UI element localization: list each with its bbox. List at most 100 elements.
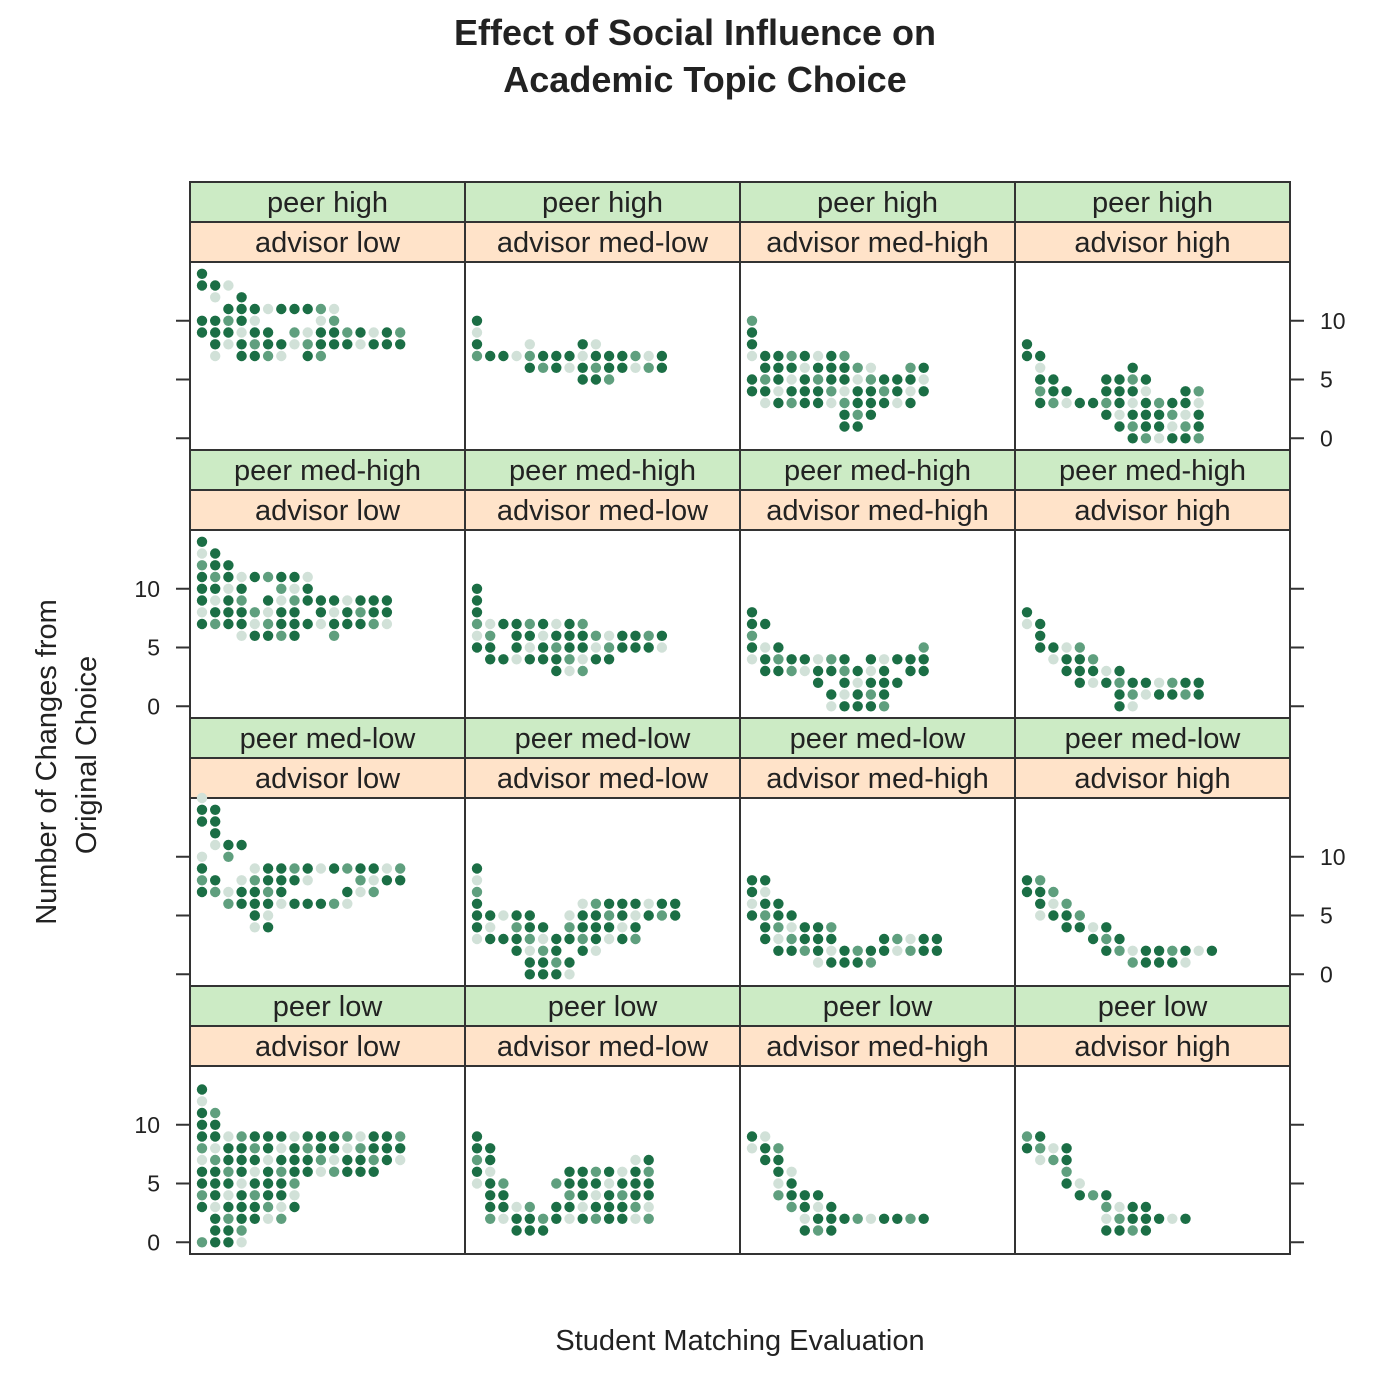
strip-peer-peer-med-low-advisor-high: [1014, 717, 1291, 759]
data-point: [276, 571, 287, 583]
panel-frame-peer-med-high-advisor-med-high: [739, 529, 1016, 719]
data-point: [249, 910, 260, 921]
strip-advisor-label-peer-high-advisor-high: advisor high: [1074, 227, 1230, 259]
data-point: [577, 654, 588, 665]
data-point: [196, 618, 208, 630]
data-point: [236, 315, 247, 326]
data-point: [210, 292, 221, 303]
data-point: [196, 1166, 208, 1178]
data-point: [1048, 374, 1059, 385]
data-point: [524, 922, 535, 933]
data-point: [799, 1213, 810, 1225]
data-point: [471, 1131, 483, 1142]
data-point: [262, 875, 274, 886]
data-point: [760, 1154, 771, 1166]
data-point: [852, 362, 863, 373]
data-point: [812, 957, 824, 968]
strip-peer-peer-low-advisor-high: [1014, 985, 1291, 1027]
data-point: [262, 1190, 274, 1201]
data-point: [564, 618, 575, 630]
data-point: [760, 654, 771, 665]
data-point: [865, 665, 877, 677]
data-point: [564, 1166, 575, 1178]
data-point: [617, 642, 628, 653]
data-point: [852, 1213, 863, 1225]
strip-advisor-peer-med-low-advisor-low: [189, 757, 466, 799]
data-point: [471, 933, 483, 945]
data-point: [236, 839, 247, 851]
data-point: [223, 839, 234, 851]
data-point: [1193, 689, 1204, 700]
data-point: [342, 327, 353, 338]
data-point: [590, 339, 602, 350]
data-point: [1021, 339, 1033, 350]
data-point: [328, 339, 340, 350]
data-point: [485, 910, 496, 921]
data-point: [786, 665, 797, 677]
data-point: [931, 933, 943, 945]
strip-advisor-label-peer-med-high-advisor-med-low: advisor med-low: [497, 495, 709, 527]
data-point: [196, 875, 208, 886]
data-point: [590, 1213, 602, 1225]
data-point: [630, 1201, 641, 1213]
strip-advisor-label-peer-med-high-advisor-med-high: advisor med-high: [766, 495, 988, 527]
data-point: [760, 397, 771, 409]
data-point: [236, 1190, 247, 1201]
data-point: [262, 922, 274, 933]
data-point: [381, 1143, 393, 1154]
data-point: [918, 374, 929, 385]
data-point: [1127, 957, 1138, 968]
data-point: [839, 957, 850, 968]
data-point: [1061, 910, 1072, 921]
data-point: [773, 397, 784, 409]
data-point: [196, 1178, 208, 1189]
data-point: [302, 595, 313, 606]
data-point: [249, 1143, 260, 1154]
data-point: [485, 1190, 496, 1201]
data-point: [1114, 665, 1125, 677]
data-point: [746, 875, 758, 886]
strip-advisor-peer-low-advisor-high: [1014, 1025, 1291, 1067]
data-point: [773, 642, 784, 653]
points-peer-low-advisor-low: [196, 1084, 406, 1248]
data-point: [773, 910, 784, 921]
data-point: [1127, 689, 1138, 700]
data-point: [773, 933, 784, 945]
data-point: [1127, 677, 1138, 688]
data-point: [760, 886, 771, 898]
data-point: [1035, 1154, 1046, 1166]
data-point: [826, 689, 837, 700]
data-point: [368, 886, 379, 898]
data-point: [355, 1143, 366, 1154]
data-point: [892, 397, 903, 409]
data-point: [826, 374, 837, 385]
data-point: [524, 654, 535, 665]
data-point: [1061, 1178, 1072, 1189]
data-point: [328, 863, 340, 874]
data-point: [773, 654, 784, 665]
points-peer-med-high-advisor-low: [196, 536, 393, 641]
data-point: [577, 630, 588, 641]
data-point: [812, 386, 824, 397]
data-point: [236, 339, 247, 350]
data-point: [276, 886, 287, 898]
data-point: [786, 374, 797, 385]
data-point: [839, 386, 850, 397]
data-point: [643, 1166, 654, 1178]
data-point: [630, 933, 641, 945]
data-point: [760, 910, 771, 921]
data-point: [1074, 397, 1086, 409]
data-point: [617, 910, 628, 921]
data-point: [302, 863, 313, 874]
data-point: [1127, 409, 1138, 420]
data-point: [630, 350, 641, 362]
data-point: [786, 910, 797, 921]
data-point: [643, 898, 654, 909]
data-point: [1048, 654, 1059, 665]
strip-peer-peer-high-advisor-low: [189, 181, 466, 223]
data-point: [368, 607, 379, 618]
points-peer-high-advisor-low: [196, 268, 406, 362]
data-point: [760, 933, 771, 945]
data-point: [210, 1119, 221, 1131]
data-point: [1114, 421, 1125, 432]
